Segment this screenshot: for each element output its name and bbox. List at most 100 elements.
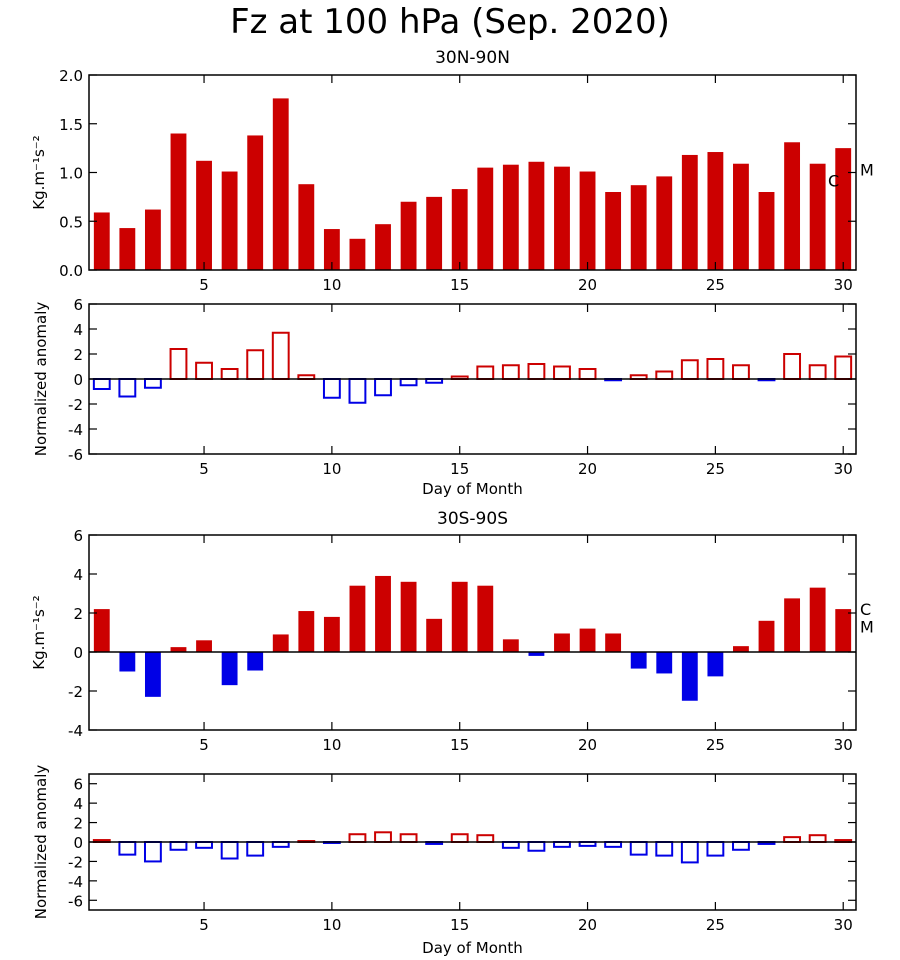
bar [784,598,801,653]
bar [680,359,699,380]
x-tick-label: 25 [706,460,725,478]
bar [322,378,341,399]
bar [118,378,137,398]
bar [374,831,392,843]
bar [733,646,749,652]
bar [144,209,161,270]
x-tick-label: 5 [199,736,209,754]
bar [809,163,826,270]
bar [348,378,367,404]
x-tick-label: 30 [834,460,853,478]
bar [323,616,340,652]
y-tick-label: -4 [68,722,83,740]
y-tick-label: 0 [73,834,83,852]
y-tick-label: 6 [73,527,83,545]
x-tick-label: 10 [322,736,341,754]
bar [476,365,495,380]
bar [605,192,622,270]
bar [501,364,520,380]
bar [605,633,622,652]
x-tick-label: 30 [834,736,853,754]
bar [426,196,443,271]
x-tick-label: 15 [450,916,469,934]
bar [196,160,212,270]
bar [579,171,596,270]
bar [93,609,110,652]
bar [783,353,802,380]
marker-c: C [860,600,871,619]
x-tick-label: 25 [706,736,725,754]
x-tick-label: 30 [834,916,853,934]
bar [553,365,571,380]
bar [680,841,699,864]
bar [169,348,188,380]
bar [527,841,546,852]
bar [655,370,674,380]
x-tick-label: 10 [322,460,341,478]
y-tick-label: -4 [68,421,83,439]
bar [477,167,494,271]
bar [221,652,238,686]
marker-m: M [860,161,874,180]
bar [220,841,239,860]
x-tick-label: 15 [450,736,469,754]
marker-c: C [828,171,839,190]
bar [93,212,110,270]
bar [655,841,674,857]
x-tick-label: 20 [578,916,597,934]
bar [835,148,852,271]
bar [707,152,724,270]
panel-title: 30S-90S [437,509,508,529]
bar [733,163,749,270]
bar [144,652,161,697]
bar [271,331,290,380]
bar [170,133,187,270]
y-axis-label: Normalized anomaly [32,765,50,920]
bar [143,378,162,389]
bar [808,364,827,380]
y-tick-label: 1.5 [59,116,83,134]
bar [450,833,469,843]
x-axis-label: Day of Month [422,939,523,957]
x-axis-label: Day of Month [422,480,523,498]
y-tick-label: 2 [73,815,83,833]
bar [349,585,366,652]
bar [247,652,264,671]
x-tick-label: 10 [322,916,341,934]
bar [195,841,213,849]
bar [629,841,648,856]
bar [808,834,827,844]
x-tick-label: 20 [578,276,597,294]
bar [706,358,725,380]
x-tick-label: 5 [199,276,209,294]
y-tick-label: 2.0 [59,67,83,85]
bar [656,176,673,270]
bar [554,633,570,652]
bar [681,154,698,270]
bar [221,171,238,270]
bar [143,841,162,863]
plot-frame [88,534,857,731]
bar [681,652,698,701]
y-tick-label: 4 [73,566,83,584]
bar [195,361,213,380]
bar [220,368,239,380]
x-tick-label: 15 [450,460,469,478]
y-tick-label: 6 [73,296,83,314]
y-tick-label: 2 [73,346,83,364]
bar [298,184,315,270]
x-tick-label: 30 [834,276,853,294]
bar [554,166,570,270]
y-tick-label: 2 [73,605,83,623]
bar [375,224,391,270]
bar [527,363,546,380]
y-tick-label: 0.0 [59,262,83,280]
bar [528,161,545,270]
bar [502,164,519,270]
y-tick-label: 4 [73,321,83,339]
y-tick-label: -6 [68,892,83,910]
y-tick-label: 0.5 [59,213,83,231]
bar [732,841,750,851]
